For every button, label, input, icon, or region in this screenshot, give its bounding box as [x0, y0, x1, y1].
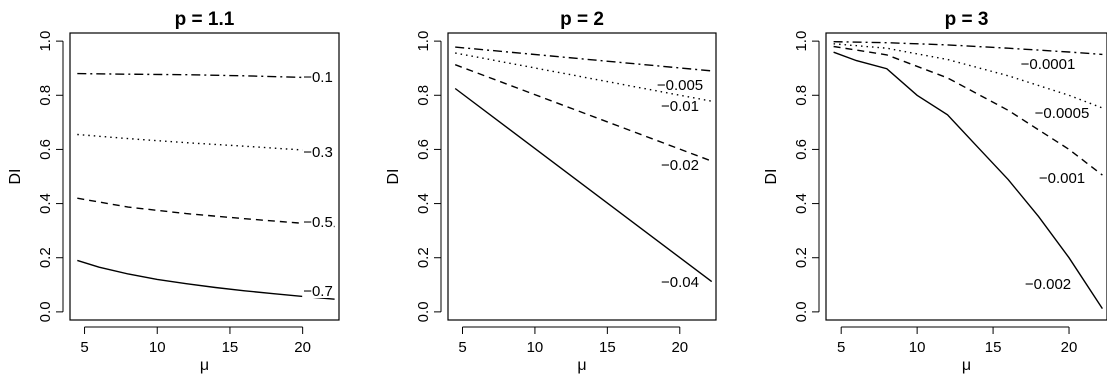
y-tick-label: 0.0 — [793, 301, 810, 322]
y-tick-label: 0.4 — [793, 193, 810, 214]
x-tick-label: 10 — [149, 339, 166, 356]
panel-title: p = 2 — [560, 9, 604, 30]
y-tick-label: 0.4 — [415, 193, 432, 214]
y-axis-label: DI — [7, 169, 24, 185]
curve-solid — [454, 87, 713, 283]
curve-dashed — [833, 45, 1103, 176]
x-tick-label: 15 — [599, 339, 616, 356]
curve-label: −0.01 — [661, 98, 699, 115]
curve-label-background — [1023, 278, 1073, 291]
plot-frame — [447, 32, 717, 321]
curve-dotted — [77, 133, 335, 153]
x-tick-label: 5 — [80, 339, 88, 356]
curve-label: −0.5 — [303, 214, 333, 231]
curve-label: −0.3 — [303, 144, 333, 161]
curve-label-background — [302, 146, 334, 159]
panel-1: p = 1.1 5 10 15 20 μ 0.0 0.2 0.4 0.6 0.8 1.0 DI −0.1 −… — [7, 9, 340, 374]
curve-label-background — [655, 79, 705, 92]
plot-frame — [825, 32, 1107, 321]
y-tick-label: 0.2 — [37, 247, 54, 268]
panel-2: p = 2 5 10 15 20 μ 0.0 0.2 0.4 0.6 0.8 1.0 DI −0.005 −… — [385, 9, 717, 374]
curve-label-background — [660, 159, 700, 172]
y-tick-label: 0.0 — [37, 301, 54, 322]
curve-dashed — [454, 64, 712, 162]
x-tick-label: 10 — [909, 339, 926, 356]
curve-label: −0.02 — [661, 157, 699, 174]
x-tick-label: 20 — [294, 339, 311, 356]
x-tick-label: 5 — [837, 339, 845, 356]
curve-label-background — [302, 285, 334, 298]
curve-label-background — [1019, 58, 1077, 71]
x-tick-label: 5 — [458, 339, 466, 356]
curve-label-background — [302, 216, 334, 229]
y-tick-label: 1.0 — [415, 31, 432, 52]
plot-frame — [69, 32, 340, 321]
x-axis-label: μ — [200, 357, 209, 374]
curve-dashdot — [455, 46, 712, 72]
x-tick-label: 20 — [1061, 339, 1078, 356]
x-tick-label: 20 — [671, 339, 688, 356]
curve-label: −0.001 — [1039, 170, 1085, 187]
y-tick-label: 0.8 — [415, 85, 432, 106]
panel-title: p = 1.1 — [175, 9, 235, 30]
curve-solid — [77, 259, 335, 300]
x-tick-label: 15 — [222, 339, 239, 356]
curve-label: −0.7 — [303, 283, 333, 300]
curve-label-background — [660, 276, 700, 289]
curve-dashdot — [77, 72, 335, 80]
y-tick-label: 0.8 — [37, 85, 54, 106]
curve-solid — [833, 51, 1103, 309]
y-tick-label: 0.6 — [793, 139, 810, 160]
curve-dashdot — [833, 41, 1103, 56]
x-tick-label: 15 — [985, 339, 1002, 356]
y-tick-label: 1.0 — [793, 31, 810, 52]
panel-3: p = 3 5 10 15 20 μ 0.0 0.2 0.4 0.6 0.8 1.0 DI −0.0001… — [763, 9, 1107, 374]
y-tick-label: 0.2 — [793, 247, 810, 268]
y-tick-label: 1.0 — [37, 31, 54, 52]
curve-label: −0.0001 — [1021, 56, 1076, 73]
curve-dashed — [77, 197, 335, 228]
y-tick-label: 0.6 — [37, 139, 54, 160]
curve-dotted — [833, 43, 1103, 109]
x-tick-label: 10 — [527, 339, 544, 356]
curve-label: −0.005 — [657, 77, 703, 94]
curve-label: −0.04 — [661, 274, 699, 291]
y-tick-label: 0.2 — [415, 247, 432, 268]
y-axis-label: DI — [763, 169, 780, 185]
curve-label-background — [660, 100, 700, 113]
curve-label-background — [1033, 107, 1091, 120]
curve-label: −0.002 — [1025, 276, 1071, 293]
y-tick-label: 0.0 — [415, 301, 432, 322]
y-tick-label: 0.8 — [793, 85, 810, 106]
y-tick-label: 0.6 — [415, 139, 432, 160]
y-axis-label: DI — [385, 169, 402, 185]
x-axis-label: μ — [577, 357, 586, 374]
panel-title: p = 3 — [945, 9, 989, 30]
x-axis-label: μ — [962, 357, 971, 374]
y-tick-label: 0.4 — [37, 193, 54, 214]
curve-label: −0.1 — [303, 69, 333, 86]
curve-label-background — [1037, 172, 1087, 185]
curve-label-background — [302, 71, 334, 84]
curve-label: −0.0005 — [1035, 105, 1090, 122]
